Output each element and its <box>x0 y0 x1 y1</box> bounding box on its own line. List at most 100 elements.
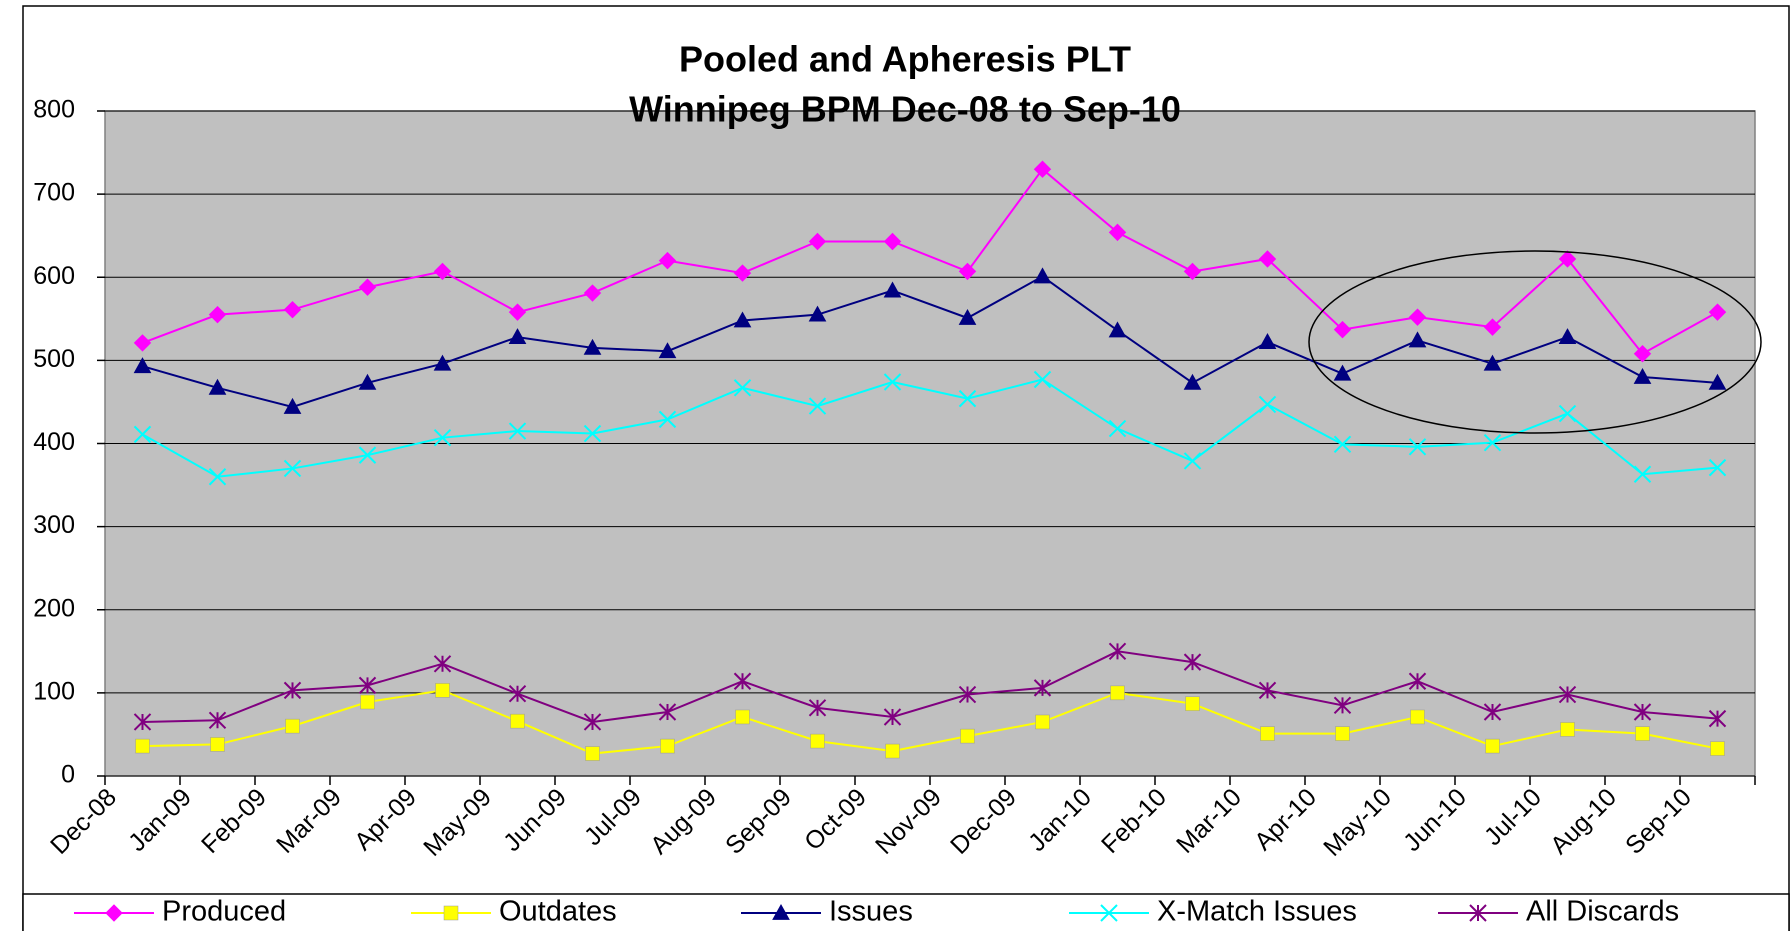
marker <box>658 251 677 270</box>
legend-label: Issues <box>829 896 913 928</box>
y-tick-label: 700 <box>33 179 75 207</box>
series-line <box>142 275 1718 408</box>
marker <box>1333 696 1352 715</box>
marker <box>1708 458 1727 477</box>
marker <box>133 425 152 444</box>
marker <box>1108 321 1127 338</box>
marker <box>583 284 602 302</box>
marker <box>1183 262 1202 281</box>
marker <box>208 305 227 324</box>
marker <box>1183 452 1202 470</box>
marker <box>435 683 450 698</box>
marker <box>733 311 752 328</box>
marker <box>105 904 123 922</box>
marker <box>1408 672 1427 690</box>
marker <box>133 713 152 731</box>
marker <box>1410 709 1425 725</box>
legend-label: Produced <box>162 896 286 928</box>
marker <box>1333 364 1352 381</box>
marker <box>585 746 600 761</box>
marker <box>358 676 377 695</box>
marker <box>658 410 677 429</box>
marker <box>208 378 227 395</box>
marker <box>283 397 302 414</box>
marker <box>1258 395 1277 414</box>
marker <box>1108 419 1127 438</box>
marker <box>1183 653 1202 671</box>
marker <box>1100 904 1118 922</box>
marker <box>958 389 977 408</box>
marker <box>1108 642 1127 661</box>
marker <box>1483 354 1502 371</box>
marker <box>360 694 375 710</box>
chart-title: Pooled and Apheresis PLT <box>679 39 1131 80</box>
marker <box>885 743 900 759</box>
marker <box>508 328 527 344</box>
marker <box>1469 904 1487 922</box>
marker <box>1710 741 1725 756</box>
marker <box>733 672 752 690</box>
marker <box>883 708 902 726</box>
series-line <box>142 167 1718 356</box>
marker <box>1033 370 1052 389</box>
marker <box>1558 404 1577 423</box>
marker <box>1558 685 1577 704</box>
marker <box>958 262 977 281</box>
marker <box>772 903 790 920</box>
series-line <box>142 689 1718 755</box>
marker <box>1408 308 1427 326</box>
marker <box>1258 333 1277 349</box>
marker <box>210 737 225 752</box>
marker <box>1035 714 1050 730</box>
marker <box>1185 696 1200 711</box>
marker <box>1483 703 1502 721</box>
series-line <box>142 378 1718 478</box>
marker <box>443 905 459 921</box>
marker <box>1408 438 1427 456</box>
marker <box>1483 318 1502 336</box>
y-tick-label: 100 <box>33 677 75 705</box>
marker <box>583 713 602 731</box>
marker <box>358 278 377 296</box>
marker <box>808 305 827 322</box>
marker <box>1258 681 1277 700</box>
marker <box>1260 726 1275 741</box>
marker <box>883 281 902 298</box>
y-tick-label: 500 <box>33 345 75 373</box>
marker <box>283 681 302 700</box>
series-line <box>142 650 1718 723</box>
y-tick-label: 800 <box>33 96 75 124</box>
marker <box>135 738 150 754</box>
y-tick-label: 0 <box>61 761 75 789</box>
marker <box>1558 250 1577 268</box>
marker <box>1258 250 1277 268</box>
marker <box>735 709 750 725</box>
marker <box>658 703 677 721</box>
marker <box>1408 331 1427 348</box>
marker <box>285 718 300 734</box>
marker <box>808 699 827 717</box>
marker <box>433 354 452 371</box>
marker <box>1033 160 1052 178</box>
marker <box>1633 465 1652 483</box>
marker <box>508 684 527 703</box>
marker <box>883 232 902 251</box>
legend-label: All Discards <box>1526 896 1679 928</box>
marker <box>1560 722 1575 737</box>
marker <box>433 262 452 281</box>
marker <box>433 428 452 447</box>
y-tick-label: 200 <box>33 594 75 622</box>
marker <box>1335 726 1350 741</box>
marker <box>510 713 525 729</box>
legend-label: Outdates <box>499 896 617 928</box>
highlight-ellipse <box>1308 250 1762 434</box>
marker <box>283 300 302 319</box>
marker <box>1333 320 1352 339</box>
marker <box>358 446 377 464</box>
marker <box>1635 726 1650 741</box>
marker <box>1483 433 1502 452</box>
marker <box>1183 373 1202 390</box>
y-tick-label: 600 <box>33 262 75 290</box>
marker <box>883 373 902 391</box>
